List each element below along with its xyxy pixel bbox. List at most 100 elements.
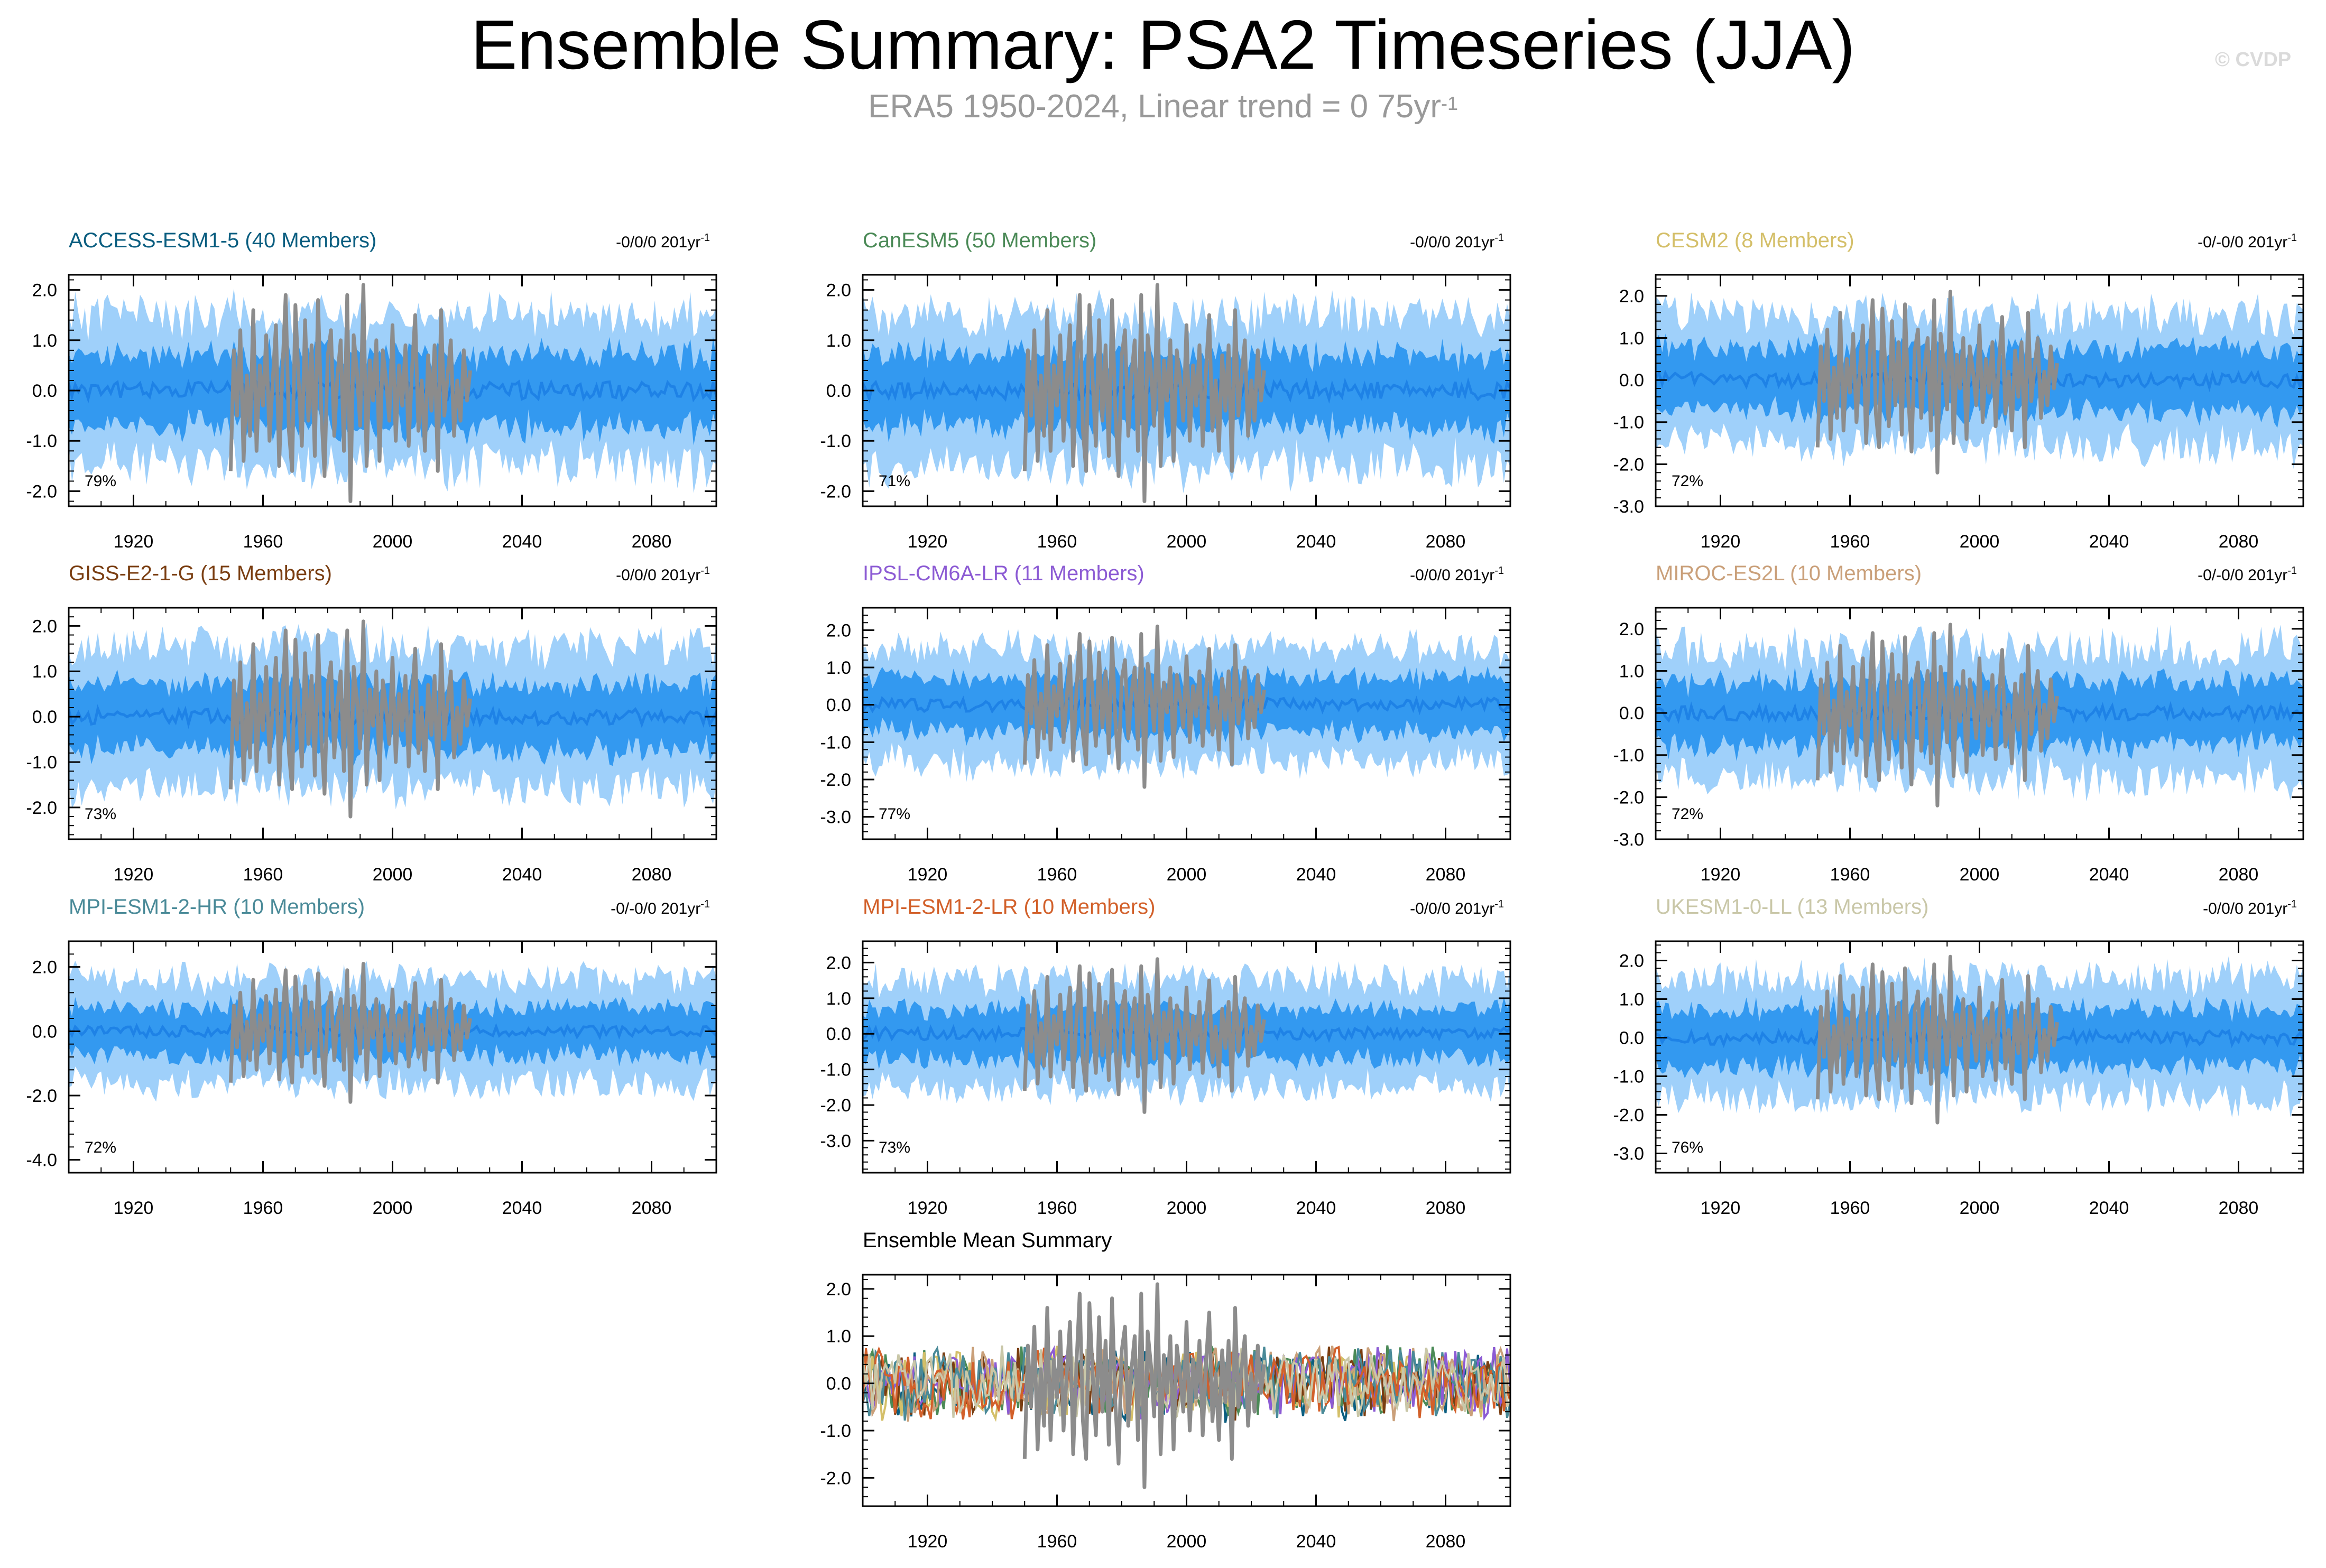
trend-label: -0/0/0 201yr-1 (1410, 232, 1504, 251)
panel-title: GISS-E2-1-G (15 Members) (69, 562, 332, 585)
ensemble-mean-line (863, 376, 1510, 404)
trend-text: -0/0/0 201yr (1410, 567, 1494, 584)
y-tick-label: 1.0 (32, 662, 57, 682)
x-tick-label: 2000 (1167, 1532, 1207, 1552)
y-tick-label: 2.0 (826, 1279, 851, 1300)
trend-text: -0/0/0 201yr (616, 567, 700, 584)
y-tick-label: 2.0 (826, 620, 851, 641)
ensemble-mean-line (863, 694, 1510, 716)
x-tick-label: 2040 (1296, 1198, 1336, 1218)
plot-area (69, 619, 716, 819)
y-tick-label: 0.0 (826, 695, 851, 716)
trend-text: -0/0/0 201yr (616, 234, 700, 251)
ensemble-mean-line (1656, 369, 2303, 392)
chart-panel-6: 2.0 1.0 0.0 -1.0 -2.0 -3.0 1920 1960 2000 2040 208… (1613, 562, 2304, 885)
y-tick-label: 2.0 (1619, 619, 1644, 639)
y-tick-label: -3.0 (1613, 830, 1644, 850)
panel-title: MPI-ESM1-2-HR (10 Members) (69, 895, 365, 918)
chart-panel-4: 2.0 1.0 0.0 -1.0 -2.0 1920 1960 2000 2040 2080 GIS… (26, 562, 717, 885)
observed-era5-line (1815, 954, 2059, 1125)
subtitle-superscript: -1 (1441, 92, 1459, 114)
page-subtitle: ERA5 1950-2024, Linear trend = 0 75yr-1 (0, 86, 2326, 132)
percent-label: 73% (879, 1139, 910, 1156)
trend-superscript: -1 (1494, 898, 1504, 910)
plot-area (69, 283, 716, 503)
y-tick-label: -1.0 (820, 1060, 851, 1080)
trend-text: -0/0/0 201yr (2203, 900, 2287, 917)
plot-area (1656, 290, 2303, 475)
y-tick-label: 1.0 (826, 1326, 851, 1347)
x-tick-label: 2000 (1960, 1198, 2000, 1218)
trend-label: -0/0/0 201yr-1 (616, 232, 710, 251)
ensemble-mean-line (1656, 701, 2303, 725)
observed-era5-line (1815, 623, 2059, 808)
x-tick-label: 2040 (1296, 532, 1336, 552)
panel-title: ACCESS-ESM1-5 (40 Members) (69, 229, 376, 252)
x-tick-label: 1960 (1037, 532, 1077, 552)
page-title: Ensemble Summary: PSA2 Timeseries (JJA) (470, 6, 1856, 83)
y-tick-label: -2.0 (820, 1468, 851, 1488)
trend-label: -0/0/0 201yr-1 (1410, 898, 1504, 917)
percent-label: 79% (85, 472, 116, 490)
y-tick-label: 2.0 (32, 616, 57, 636)
trend-superscript: -1 (700, 898, 710, 910)
observed-era5-line (1022, 283, 1266, 503)
panel-title: MIROC-ES2L (10 Members) (1656, 562, 1922, 585)
percent-label: 72% (1672, 472, 1703, 490)
trend-superscript: -1 (2287, 232, 2297, 244)
x-tick-label: 2040 (2089, 1198, 2129, 1218)
chart-panel-1: 2.0 1.0 0.0 -1.0 -2.0 1920 1960 2000 2040 2080 ACC… (26, 229, 717, 552)
x-tick-label: 2080 (2219, 865, 2259, 885)
y-tick-label: 2.0 (1619, 951, 1644, 971)
model-mean-line-8 (863, 1346, 1510, 1420)
trend-superscript: -1 (2287, 565, 2297, 577)
y-tick-label: 0.0 (826, 381, 851, 401)
x-tick-label: 2080 (632, 865, 672, 885)
percent-label: 77% (879, 805, 910, 823)
y-tick-label: -3.0 (820, 1131, 851, 1151)
x-tick-label: 2080 (1426, 1532, 1466, 1552)
y-tick-label: 0.0 (32, 707, 57, 727)
trend-label: -0/0/0 201yr-1 (616, 565, 710, 584)
x-tick-label: 1960 (243, 532, 283, 552)
x-tick-label: 1920 (1701, 1198, 1741, 1218)
y-tick-label: 0.0 (826, 1024, 851, 1044)
y-tick-label: 0.0 (1619, 703, 1644, 723)
panel-title: CanESM5 (50 Members) (863, 229, 1096, 252)
x-tick-label: 2040 (502, 865, 542, 885)
x-tick-label: 2080 (1426, 532, 1466, 552)
observed-era5-line (228, 283, 472, 503)
x-tick-label: 2080 (632, 532, 672, 552)
x-tick-label: 1960 (1830, 532, 1870, 552)
panel-title: MPI-ESM1-2-LR (10 Members) (863, 895, 1155, 918)
chart-panel-8: 2.0 1.0 0.0 -1.0 -2.0 -3.0 1920 1960 2000 2040 208… (820, 895, 1511, 1218)
trend-text: -0/0/0 201yr (1410, 234, 1494, 251)
trend-label: -0/0/0 201yr-1 (2203, 898, 2297, 917)
y-tick-label: 1.0 (826, 331, 851, 351)
trend-label: -0/-0/0 201yr-1 (2198, 232, 2297, 251)
y-tick-label: -2.0 (820, 770, 851, 790)
x-tick-label: 2000 (1960, 532, 2000, 552)
trend-text: -0/0/0 201yr (1410, 900, 1494, 917)
y-tick-label: -2.0 (820, 1096, 851, 1116)
x-tick-label: 1920 (1701, 532, 1741, 552)
observed-era5-line (228, 619, 472, 819)
y-tick-label: -4.0 (26, 1151, 57, 1171)
x-tick-label: 2000 (373, 532, 413, 552)
panel-title: CESM2 (8 Members) (1656, 229, 1854, 252)
y-tick-label: -1.0 (820, 732, 851, 753)
x-tick-label: 2080 (632, 1198, 672, 1218)
observed-era5-line (1815, 290, 2059, 475)
percent-label: 72% (1672, 805, 1703, 823)
title-block: Ensemble Summary: PSA2 Timeseries (JJA) … (0, 0, 2326, 137)
trend-text: -0/-0/0 201yr (2198, 234, 2287, 251)
plot-area (1656, 954, 2303, 1125)
y-tick-label: -2.0 (1613, 454, 1644, 475)
y-tick-label: -3.0 (820, 808, 851, 828)
percent-label: 73% (85, 805, 116, 823)
x-tick-label: 2080 (1426, 1198, 1466, 1218)
x-tick-label: 2080 (2219, 532, 2259, 552)
x-tick-label: 1920 (1701, 865, 1741, 885)
y-tick-label: -1.0 (1613, 746, 1644, 766)
